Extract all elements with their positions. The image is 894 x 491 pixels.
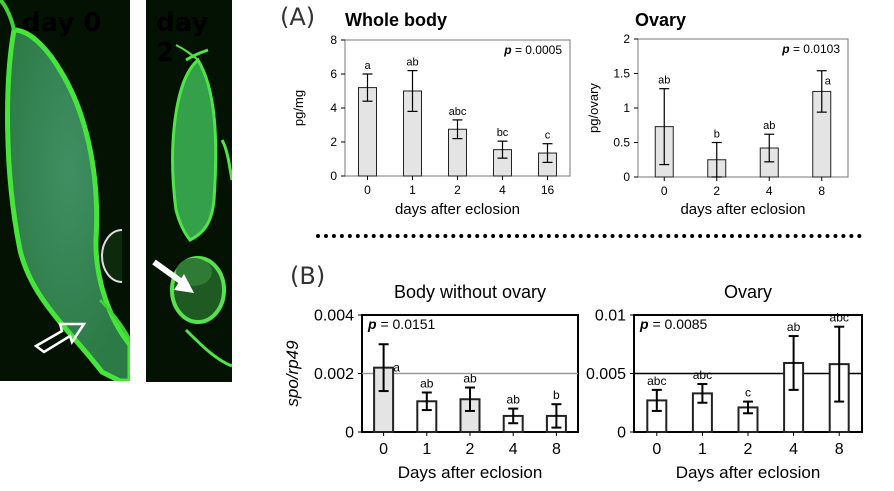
significance-letter: abc [449, 106, 467, 118]
significance-letter: abc [830, 311, 849, 325]
significance-letter: a [364, 60, 371, 72]
p-value-number: = 0.0005 [512, 43, 563, 57]
chart-title: Ovary [635, 10, 686, 30]
p-value-number: = 0.0103 [790, 42, 841, 56]
chart-title: Ovary [724, 282, 772, 302]
x-tick-label: 2 [713, 184, 720, 198]
micrograph-label-day0: day 0 [22, 8, 102, 38]
y-tick-label: 1 [623, 101, 630, 115]
x-tick-label: 4 [789, 441, 798, 458]
x-tick-label: 0 [652, 441, 661, 458]
significance-letter: abc [647, 374, 666, 388]
p-value-number: = 0.0151 [377, 316, 436, 332]
significance-letter: ab [507, 393, 521, 407]
x-tick-label: 1 [422, 441, 431, 458]
x-tick-label: 2 [744, 441, 753, 458]
y-tick-label: 0 [623, 170, 630, 184]
micrograph-day2: day 2 [146, 0, 232, 382]
panel-label-a: (A) [280, 3, 316, 31]
x-axis-label: days after eclosion [680, 201, 805, 218]
x-tick-label: 8 [552, 441, 561, 458]
p-value: p = 0.0085 [639, 316, 708, 332]
x-tick-label: 8 [835, 441, 844, 458]
chart-ovary-b: Ovary 0 0.005 0.01 abc 0 abc 1 c 2 ab 4 abc 8 p = 0.00… [586, 282, 863, 482]
y-tick-label: 0 [345, 425, 354, 442]
chart-title: Whole body [345, 10, 447, 30]
y-tick-label: 0.01 [595, 308, 626, 325]
x-tick-label: 16 [541, 183, 555, 197]
significance-letter: b [714, 129, 720, 141]
p-value-symbol: p [781, 42, 789, 56]
significance-letter: ab [420, 377, 434, 391]
significance-letter: abc [693, 368, 712, 382]
chart-body-without-ovary: Body without ovary 0 0.002 0.004 a 0 ab 1 ab 2 ab 4… [283, 282, 579, 482]
y-axis-label: pg/ovary [586, 83, 601, 133]
y-tick-label: 4 [330, 101, 337, 115]
micrograph-label-day2: day 2 [156, 8, 209, 68]
significance-letter: a [393, 361, 400, 375]
significance-letter: c [745, 386, 751, 400]
y-tick-label: 2 [330, 135, 337, 149]
y-axis-label: spo/rp49 [283, 340, 302, 407]
micrograph-day0: day 0 [0, 0, 130, 381]
significance-letter: a [825, 76, 832, 88]
y-tick-label: 0 [617, 425, 626, 442]
significance-letter: ab [463, 372, 477, 386]
x-axis-label: Days after eclosion [398, 463, 543, 482]
significance-letter: c [545, 130, 551, 142]
outline-arrow-icon [33, 322, 87, 354]
solid-arrow-icon [152, 259, 194, 293]
significance-letter: ab [406, 57, 418, 69]
p-value-number: = 0.0085 [649, 316, 708, 332]
y-tick-label: 0.002 [314, 366, 354, 383]
x-tick-label: 0 [379, 441, 388, 458]
significance-letter: ab [763, 120, 775, 132]
chart-whole-body: Whole body 0 2 4 6 8 a 0 ab 1 abc 2 bc 4 c 16 p = 0.0005… [291, 10, 571, 218]
significance-letter: ab [658, 75, 670, 87]
x-tick-label: 1 [698, 441, 707, 458]
significance-letter: bc [497, 127, 509, 139]
y-tick-label: 0.5 [613, 136, 630, 150]
x-tick-label: 8 [818, 184, 825, 198]
p-value-symbol: p [639, 316, 649, 332]
x-tick-label: 0 [661, 184, 668, 198]
y-axis-label: pg/mg [291, 90, 306, 126]
p-value: p = 0.0103 [781, 42, 840, 56]
p-value-symbol: p [503, 43, 511, 57]
y-tick-label: 0.004 [314, 308, 354, 325]
y-tick-label: 0.005 [586, 366, 626, 383]
significance-letter: b [553, 388, 560, 402]
x-tick-label: 0 [364, 183, 371, 197]
y-tick-label: 6 [330, 67, 337, 81]
x-axis-label: Days after eclosion [676, 463, 821, 482]
x-axis-label: days after eclosion [395, 201, 520, 218]
micrograph-day0-drawing [0, 0, 130, 381]
y-tick-label: 1.5 [613, 67, 630, 81]
x-tick-label: 4 [509, 441, 518, 458]
panel-label-b: (B) [290, 262, 326, 290]
panel-divider [316, 234, 862, 238]
x-tick-label: 2 [454, 183, 461, 197]
p-value-symbol: p [367, 316, 377, 332]
y-tick-label: 0 [330, 169, 337, 183]
x-tick-label: 4 [766, 184, 773, 198]
p-value: p = 0.0151 [367, 316, 436, 332]
chart-title: Body without ovary [394, 282, 546, 302]
micrograph-day2-drawing [152, 44, 232, 368]
x-tick-label: 2 [466, 441, 475, 458]
x-tick-label: 4 [499, 183, 506, 197]
x-tick-label: 1 [409, 183, 416, 197]
significance-letter: ab [787, 320, 801, 334]
p-value: p = 0.0005 [503, 43, 562, 57]
chart-ovary-a: Ovary 0 0.5 1 1.5 2 ab 0 b 2 ab 4 a 8 p = 0.0103 days a… [586, 10, 849, 218]
y-tick-label: 2 [623, 32, 630, 46]
y-tick-label: 8 [330, 33, 337, 47]
